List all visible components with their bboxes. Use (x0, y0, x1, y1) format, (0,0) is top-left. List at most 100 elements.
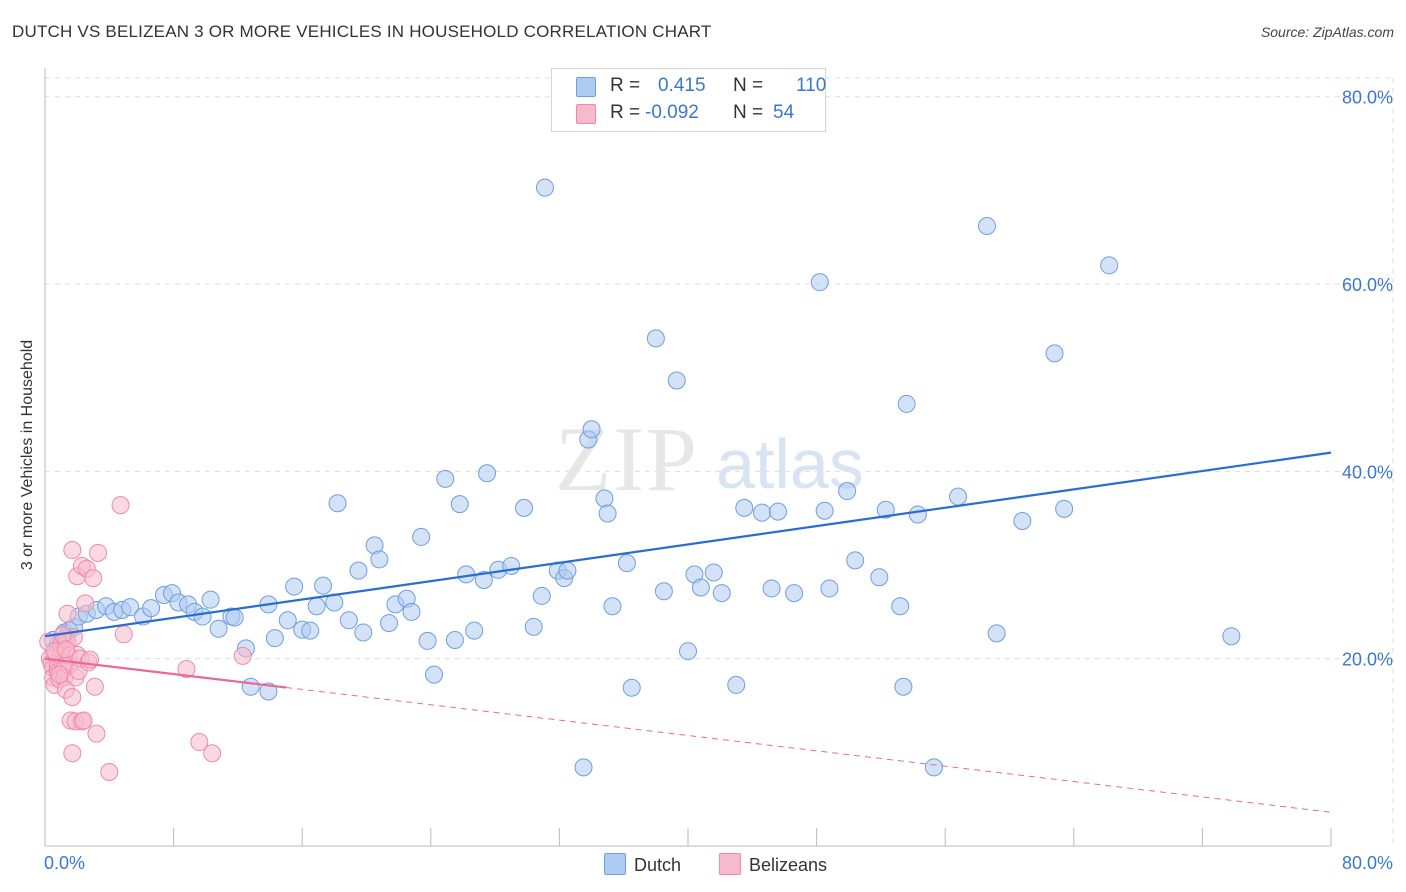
dutch-point (876, 500, 895, 519)
dutch-point (558, 561, 577, 580)
legend-n-label: N = (733, 102, 764, 123)
dutch-point (924, 758, 943, 777)
belizean-point (58, 604, 77, 623)
dutch-point (785, 584, 804, 603)
dutch-point (301, 621, 320, 640)
belizean-point (56, 640, 75, 659)
dutch-point (278, 611, 297, 630)
belizean-point (89, 543, 108, 562)
dutch-point (595, 489, 614, 508)
belizean-point (190, 733, 209, 752)
dutch-point (328, 494, 347, 513)
legend-r-value: -0.092 (645, 102, 699, 123)
dutch-point (949, 487, 968, 506)
dutch-point (524, 617, 543, 636)
dutch-point (418, 631, 437, 650)
dutch-point (894, 677, 913, 696)
dutch-point (515, 498, 534, 517)
x-tick-label: 80.0% (1342, 853, 1393, 873)
dutch-swatch (576, 77, 596, 97)
dutch-point (820, 579, 839, 598)
belizean-trend-line (44, 657, 287, 689)
dutch-point (465, 621, 484, 640)
dutch-point (445, 630, 464, 649)
dutch-point (349, 561, 368, 580)
dutch-point (679, 642, 697, 661)
tick-labels: 20.0% 40.0% 60.0% 80.0% 0.0% 80.0% (44, 88, 1393, 873)
dutch-point (339, 611, 358, 630)
dutch-point (1055, 499, 1074, 518)
dutch-point (810, 273, 829, 292)
watermark-zip: ZIP (555, 408, 699, 510)
dutch-point (121, 598, 140, 617)
legend-label-belizeans: Belizeans (749, 855, 828, 875)
belizean-point (177, 659, 196, 678)
dutch-point (450, 495, 469, 514)
y-tick-label: 60.0% (1342, 275, 1393, 295)
dutch-point (142, 599, 161, 618)
belizean-point (76, 594, 95, 613)
belizean-point (63, 541, 82, 560)
dutch-swatch (604, 853, 626, 875)
belizean-point (74, 711, 93, 730)
dutch-point (502, 556, 521, 575)
y-tick-label: 20.0% (1342, 650, 1393, 670)
legend-n-value: 110 (796, 75, 827, 96)
dutch-point (402, 602, 421, 621)
dutch-point (1222, 627, 1241, 646)
legend-label-dutch: Dutch (634, 855, 682, 875)
dutch-point (1100, 256, 1119, 275)
belizean-swatch (719, 853, 741, 875)
belizean-point (85, 677, 104, 696)
dutch-point (474, 571, 493, 590)
legend-n-value: 54 (773, 102, 795, 123)
dutch-point (727, 675, 746, 694)
dutch-point (535, 178, 554, 197)
belizean-point (50, 665, 69, 684)
dutch-point (870, 568, 889, 587)
dutch-point (908, 505, 927, 524)
legend-r-label: R = (610, 102, 641, 123)
dutch-point (977, 216, 996, 235)
dutch-point (762, 579, 781, 598)
belizean-point (63, 688, 82, 707)
belizean-point (63, 744, 82, 763)
y-tick-label: 40.0% (1342, 462, 1393, 482)
legend-r-value: 0.415 (658, 75, 706, 96)
dutch-point (193, 607, 212, 626)
legend-item-belizeans: Belizeans (719, 853, 827, 876)
dutch-point (654, 582, 673, 601)
belizean-point (111, 496, 130, 515)
dutch-point (891, 597, 910, 616)
dutch-point (532, 586, 551, 605)
belizean-point (203, 744, 222, 763)
dutch-point (436, 469, 455, 488)
dutch-point (987, 624, 1006, 643)
belizean-trend-extension (286, 686, 1332, 813)
x-tick-label: 0.0% (44, 853, 85, 873)
dutch-point (574, 758, 593, 777)
belizean-swatch (576, 104, 596, 124)
dutch-point (838, 482, 857, 501)
dutch-point (354, 623, 373, 642)
dutch-point (225, 608, 244, 627)
belizean-point (84, 569, 103, 588)
dutch-point (265, 629, 284, 648)
belizean-points (39, 496, 252, 782)
dutch-point (815, 501, 834, 520)
dutch-point (897, 394, 916, 413)
y-tick-label: 80.0% (1342, 88, 1393, 108)
dutch-point (201, 590, 220, 609)
source-credit: Source: ZipAtlas.com (1260, 24, 1394, 40)
dutch-point (712, 584, 731, 603)
dutch-point (735, 498, 754, 517)
dutch-point (285, 577, 304, 596)
dutch-point (209, 619, 228, 638)
dutch-point (622, 678, 641, 697)
dutch-point (425, 665, 444, 684)
dutch-point (598, 504, 617, 523)
dutch-point (412, 527, 431, 546)
dutch-point (259, 682, 278, 701)
dutch-point (667, 371, 686, 390)
